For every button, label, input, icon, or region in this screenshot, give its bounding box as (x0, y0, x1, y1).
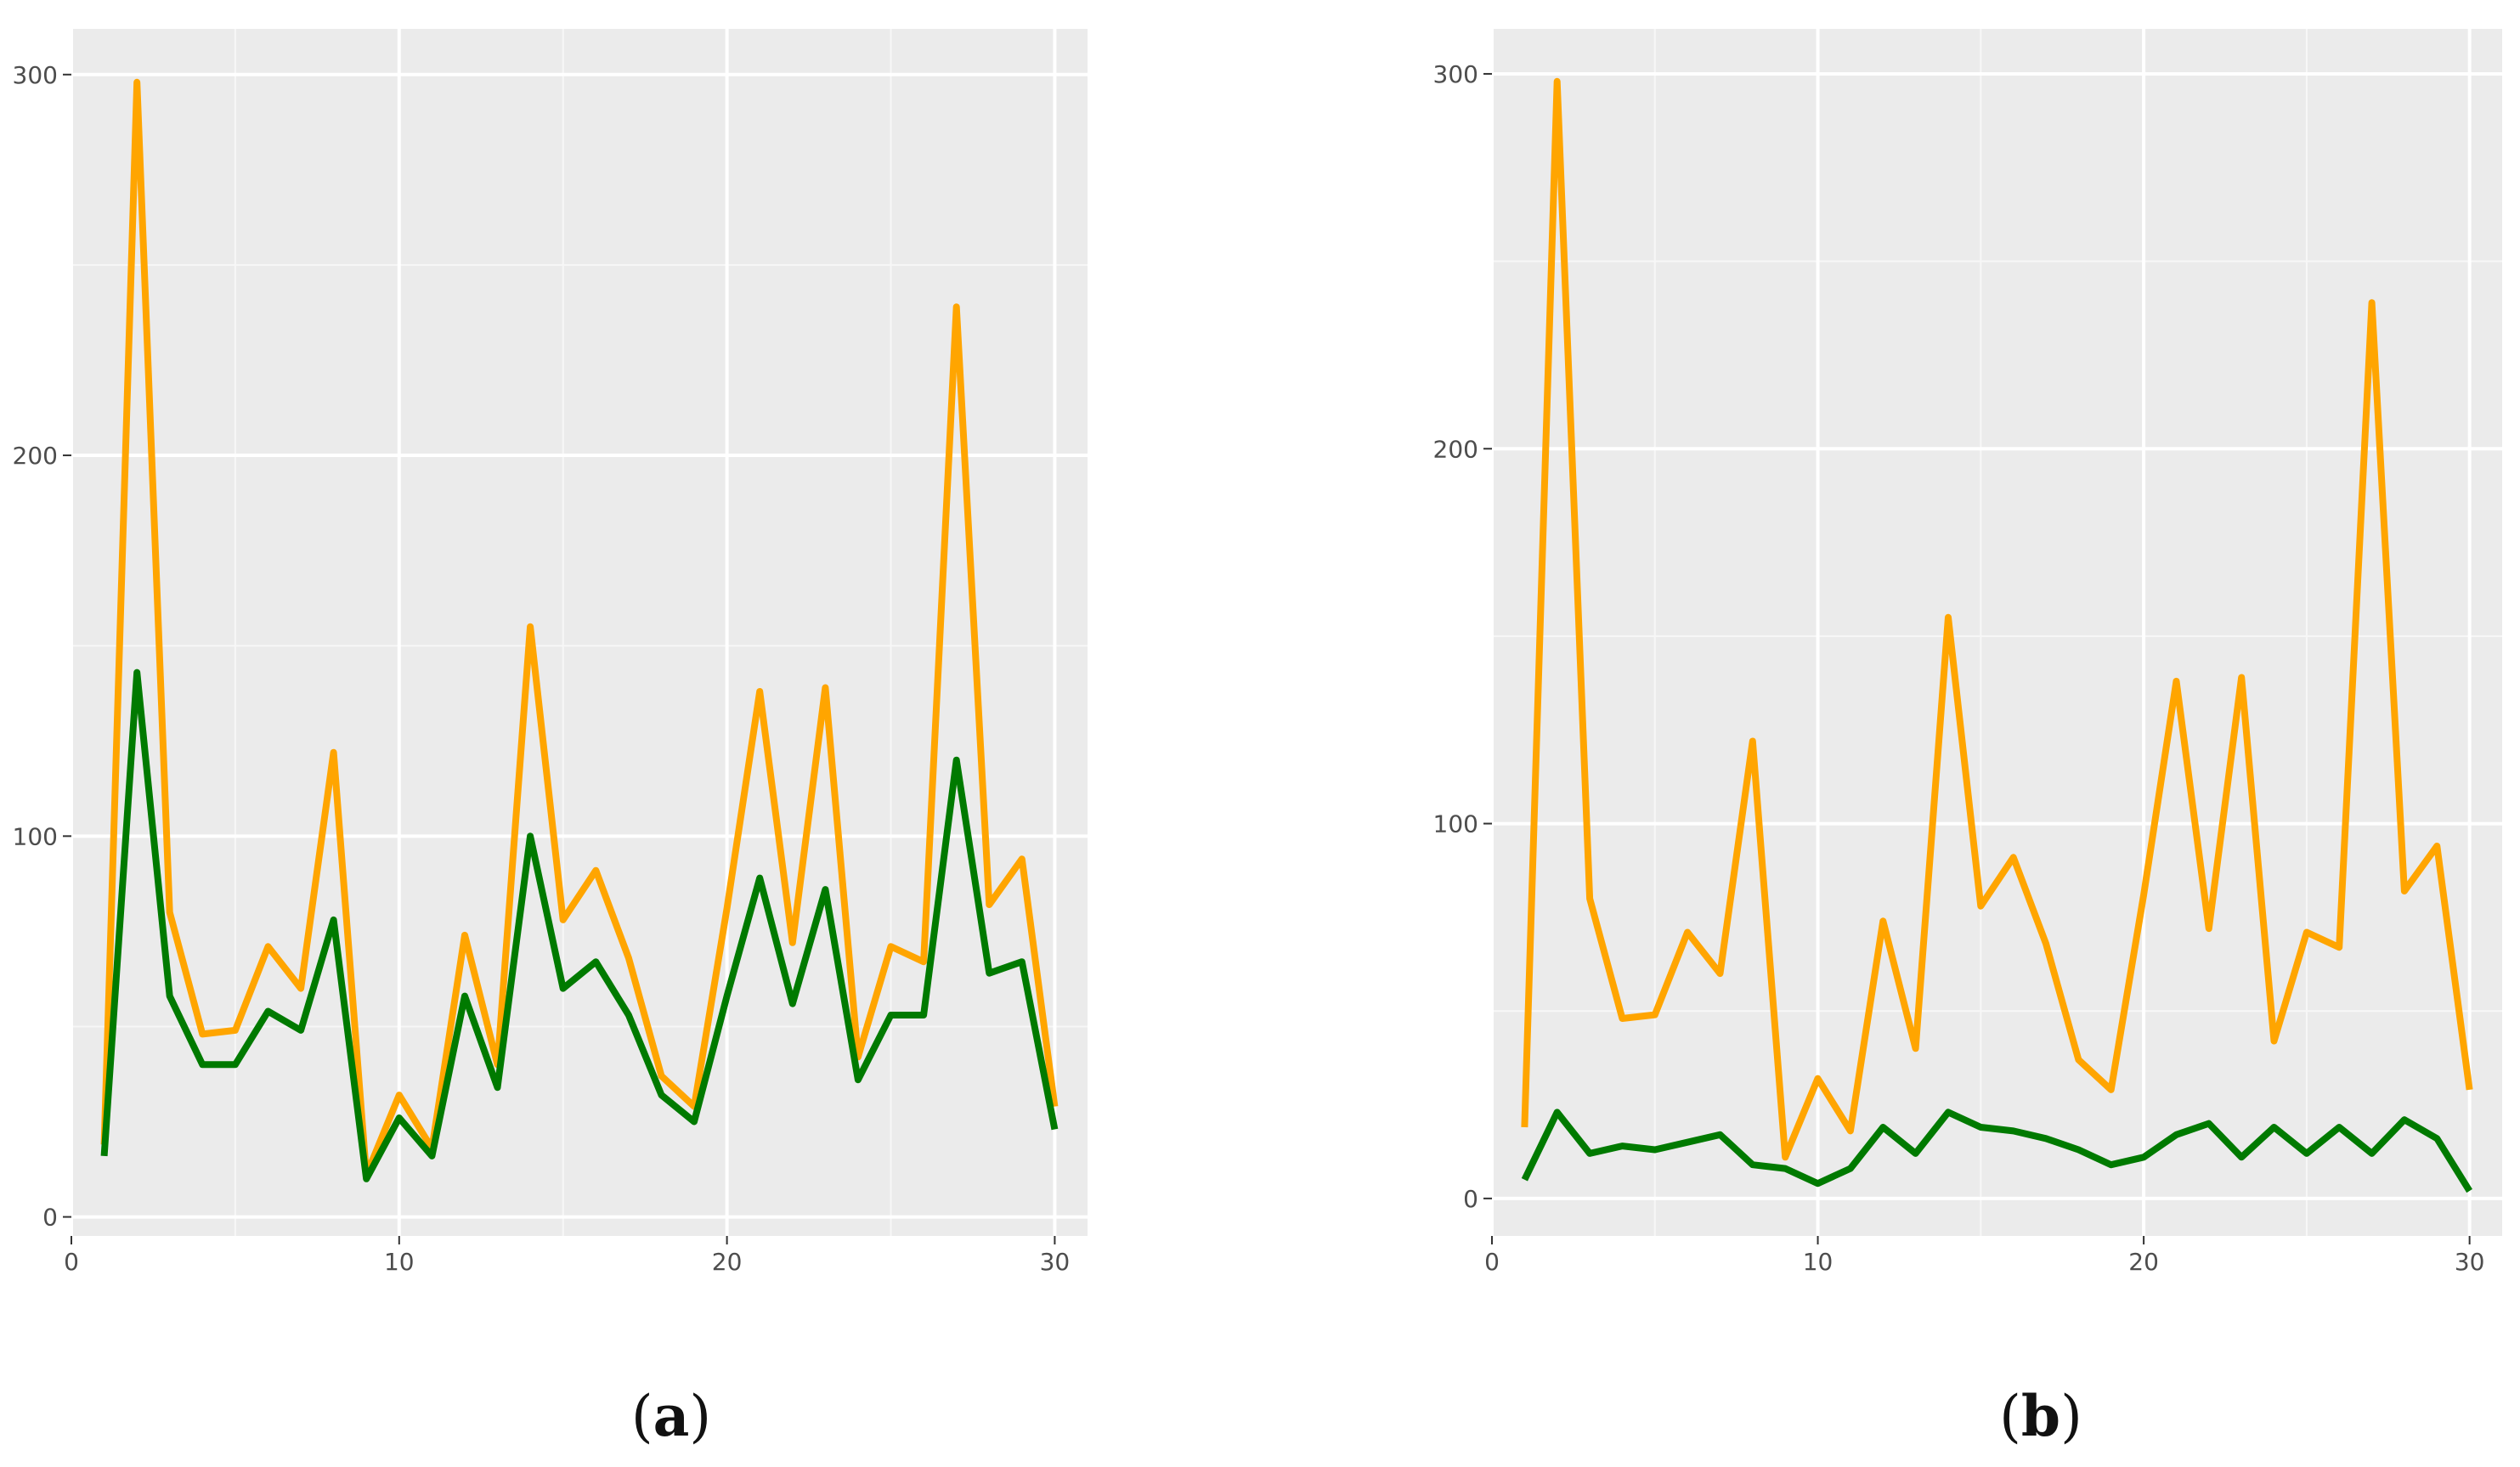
y-tick-label: 200 (13, 442, 58, 470)
y-tick-label: 200 (1433, 435, 1478, 463)
y-tick-label: 0 (42, 1204, 58, 1232)
plot-background (1492, 29, 2502, 1236)
x-tick-label: 0 (64, 1248, 79, 1276)
y-tick-label: 300 (1433, 60, 1478, 88)
x-tick-label: 30 (2455, 1248, 2485, 1276)
y-tick-label: 100 (13, 822, 58, 850)
series-line-1 (1521, 1109, 2472, 1193)
plot-background (71, 29, 1088, 1236)
y-tick-label: 0 (1463, 1185, 1478, 1213)
y-tick-label: 100 (1433, 810, 1478, 838)
series-line-1 (100, 669, 1059, 1182)
series-line-0 (1521, 77, 2473, 1161)
x-tick-label: 10 (1803, 1248, 1833, 1276)
x-tick-label: 20 (712, 1248, 743, 1276)
panel-label-b: (b) (1999, 1383, 2082, 1449)
x-tick-label: 20 (2128, 1248, 2159, 1276)
panel-label-a: (a) (631, 1383, 711, 1449)
y-tick-label: 300 (13, 61, 58, 89)
series-line-0 (100, 78, 1059, 1179)
x-tick-label: 30 (1040, 1248, 1071, 1276)
x-tick-label: 10 (384, 1248, 415, 1276)
x-tick-label: 0 (1484, 1248, 1500, 1276)
